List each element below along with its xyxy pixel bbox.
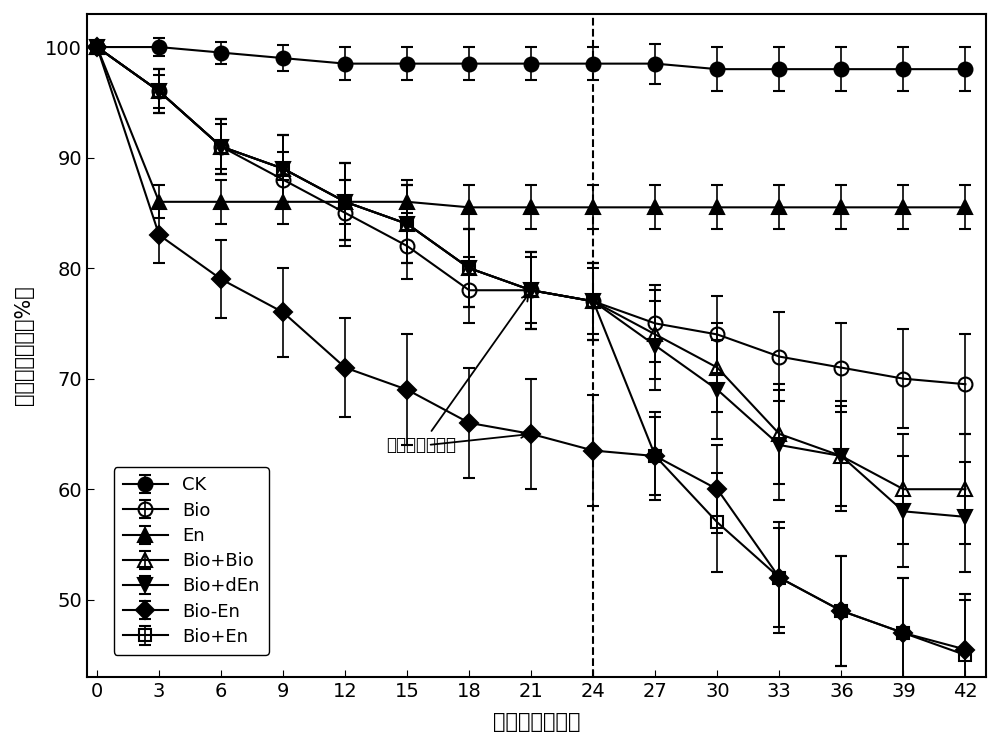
X-axis label: 处理时间（天）: 处理时间（天） bbox=[493, 712, 580, 732]
Text: 菌剂／醂剂补给: 菌剂／醂剂补给 bbox=[387, 294, 528, 454]
Y-axis label: 石油炃残留率（%）: 石油炃残留率（%） bbox=[14, 286, 34, 405]
Legend: CK, Bio, En, Bio+Bio, Bio+dEn, Bio-En, Bio+En: CK, Bio, En, Bio+Bio, Bio+dEn, Bio-En, B… bbox=[114, 468, 269, 655]
